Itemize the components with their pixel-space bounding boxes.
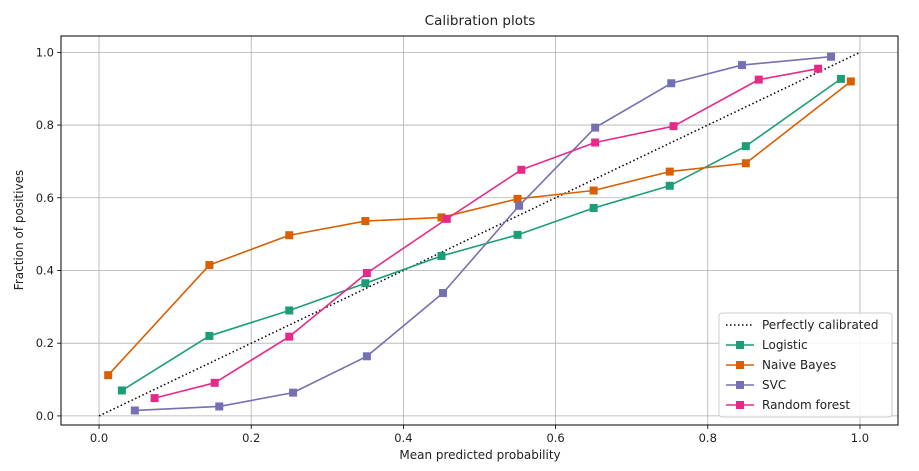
random-forest-point [754,75,763,84]
random-forest-point [814,64,823,73]
legend-swatch-marker [736,361,744,369]
y-tick-label: 0.8 [36,118,54,132]
logistic-point [665,181,674,190]
random-forest-point [442,214,451,223]
naive-bayes-point [589,186,598,195]
naive-bayes-point [741,159,750,168]
legend: Perfectly calibrated Logistic Naive Bayes S… [718,312,893,418]
legend-label: Naive Bayes [762,358,836,372]
svc-line [134,55,832,412]
x-tick-label: 0.0 [90,431,108,445]
legend-swatch-marker [736,401,744,409]
series-naive-bayes [104,77,855,380]
random-forest-point [669,122,678,131]
logistic-point [836,74,845,83]
random-forest-point [150,394,159,403]
naive-bayes-point [665,167,674,176]
random-forest-point [210,378,219,387]
plot-frame [60,35,899,426]
random-forest-point [517,165,526,174]
y-tick-label: 0.4 [36,263,54,277]
random-forest-point [591,138,600,147]
legend-box [718,312,893,418]
svc-point [130,406,139,415]
series-group [104,52,855,415]
series-random-forest [150,64,823,403]
naive-bayes-point [285,231,294,240]
x-tick-label: 1.0 [851,431,869,445]
reference-line-group [98,51,861,417]
legend-entry-logistic: Logistic [726,338,808,352]
svc-point [667,79,676,88]
logistic-point [513,230,522,239]
logistic-point [285,306,294,315]
series-logistic [117,74,845,395]
x-axis-label: Mean predicted probability [399,448,560,462]
naive-bayes-point [205,261,214,270]
naive-bayes-point [361,217,370,226]
y-tick-label: 0.0 [36,409,54,423]
legend-label: Logistic [762,338,808,352]
x-tick-label: 0.6 [546,431,564,445]
svc-point [289,388,298,397]
naive-bayes-point [437,213,446,222]
svc-point [827,52,836,61]
svc-point [215,402,224,411]
x-axis-ticks: 0.0 0.2 0.4 0.6 0.8 1.0 [90,425,869,445]
legend-label: SVC [762,378,786,392]
x-tick-label: 0.2 [242,431,260,445]
naive-bayes-point [104,371,113,380]
logistic-point [437,251,446,260]
legend-label: Random forest [762,398,850,412]
legend-swatch-marker [736,341,744,349]
svc-point [362,352,371,361]
y-axis-ticks: 0.0 0.2 0.4 0.6 0.8 1.0 [36,45,61,423]
naive-bayes-point [513,194,522,203]
y-axis-label: Fraction of positives [12,170,26,290]
series-svc [130,52,836,415]
logistic-point [361,279,370,288]
naive-bayes-point [846,77,855,86]
svc-point [738,61,747,70]
svc-point [438,289,447,298]
legend-label: Perfectly calibrated [762,318,879,332]
legend-entry-svc: SVC [726,378,786,392]
x-tick-label: 0.8 [699,431,717,445]
x-tick-label: 0.4 [394,431,412,445]
naive-bayes-line [107,80,852,376]
legend-entry-random-forest: Random forest [726,398,850,412]
legend-entry-perfectly-calibrated: Perfectly calibrated [726,318,879,332]
perfectly-calibrated-line [98,51,861,417]
y-tick-label: 0.6 [36,191,54,205]
svc-point [591,123,600,132]
chart-title: Calibration plots [425,13,536,29]
y-tick-label: 0.2 [36,336,54,350]
logistic-point [741,142,750,151]
legend-entry-naive-bayes: Naive Bayes [726,358,836,372]
random-forest-point [362,269,371,278]
random-forest-point [285,332,294,341]
logistic-point [117,386,126,395]
svc-point [515,201,524,210]
random-forest-line [154,67,819,399]
logistic-point [205,331,214,340]
logistic-line [121,78,842,392]
logistic-point [589,203,598,212]
legend-swatch-marker [736,381,744,389]
y-tick-label: 1.0 [36,45,54,59]
